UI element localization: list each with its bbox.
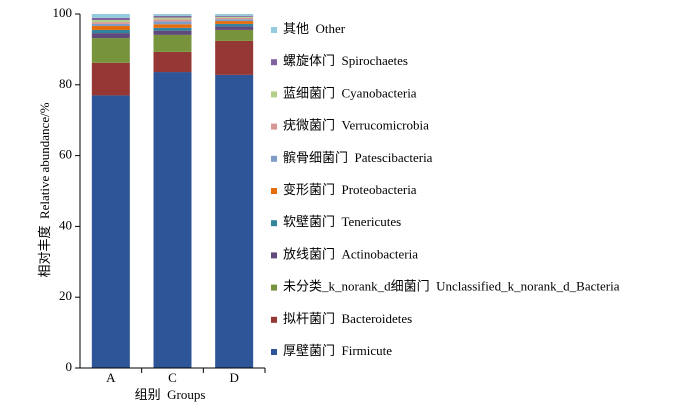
bar-segment: [91, 17, 130, 21]
bar-segment: [153, 30, 192, 35]
bar-segment: [153, 15, 192, 18]
x-tick-label: C: [168, 370, 177, 385]
bar-segment: [215, 21, 254, 24]
legend-swatch: [271, 349, 277, 355]
legend-label: 未分类_k_norank_d细菌门 Unclassified_k_norank_…: [283, 279, 620, 294]
legend-swatch: [271, 316, 277, 323]
bar-segment: [215, 26, 254, 30]
y-tick-label: 0: [66, 359, 73, 374]
legend-label: 蓝细菌门 Cyanobacteria: [283, 85, 417, 100]
legend-label: 厚壁菌门 Firmicute: [283, 343, 392, 358]
bar-segment: [91, 22, 130, 24]
bar-segment: [91, 33, 130, 39]
legend-swatch: [271, 252, 277, 259]
legend-label: 变形菌门 Proteobacteria: [283, 182, 417, 197]
bar-segment: [215, 74, 254, 368]
legend-swatch: [271, 59, 277, 66]
bar-segment: [215, 40, 254, 75]
legend-swatch: [271, 284, 277, 291]
bar-segment: [91, 26, 130, 30]
y-tick-label: 80: [59, 76, 72, 91]
x-tick-label: D: [229, 370, 238, 385]
y-tick-label: 20: [59, 288, 72, 303]
bar-segment: [215, 16, 254, 18]
bar-segment: [215, 14, 254, 16]
bar-segment: [91, 38, 130, 63]
legend-swatch: [271, 155, 277, 162]
bar-segment: [153, 34, 192, 52]
bar-segment: [153, 21, 192, 25]
bar-segment: [153, 72, 192, 368]
legend-label: 其他 Other: [283, 21, 346, 36]
y-tick-label: 60: [59, 147, 72, 162]
bar-segment: [215, 17, 254, 20]
legend-label: 疣微菌门 Verrucomicrobia: [283, 118, 429, 133]
y-tick-label: 100: [53, 5, 73, 20]
bar-segment: [215, 23, 254, 27]
bar-segment: [153, 17, 192, 20]
bar-segment: [91, 62, 130, 96]
bar-segment: [91, 23, 130, 27]
legend-swatch: [271, 123, 277, 130]
legend-swatch: [271, 91, 277, 98]
bar-segment: [215, 19, 254, 22]
bar-segment: [153, 27, 192, 31]
bar-segment: [91, 95, 130, 369]
bar-segment: [153, 24, 192, 28]
legend-swatch: [271, 27, 277, 33]
bar-segment: [153, 14, 192, 16]
y-axis-label: 相对丰度 Relative abundance/%: [37, 102, 52, 277]
legend-swatch: [271, 220, 277, 227]
legend-label: 螺旋体门 Spirochaetes: [283, 53, 408, 68]
bar-segment: [153, 51, 192, 73]
x-tick-label: A: [106, 370, 116, 385]
bar-segment: [215, 29, 254, 41]
legend-label: 放线菌门 Actinobacteria: [283, 246, 418, 261]
legend-swatch: [271, 188, 277, 194]
y-tick-label: 40: [59, 217, 72, 232]
bar-segment: [215, 15, 254, 17]
legend-label: 髌骨细菌门 Patescibacteria: [283, 150, 433, 165]
legend-label: 拟杆菌门 Bacteroidetes: [283, 311, 412, 326]
legend-label: 软壁菌门 Tenericutes: [283, 214, 401, 229]
bar-segment: [91, 14, 130, 18]
x-axis-label: 组别 Groups: [135, 387, 206, 402]
bar-segment: [91, 29, 130, 34]
bar-segment: [91, 20, 130, 23]
bar-segment: [153, 19, 192, 22]
